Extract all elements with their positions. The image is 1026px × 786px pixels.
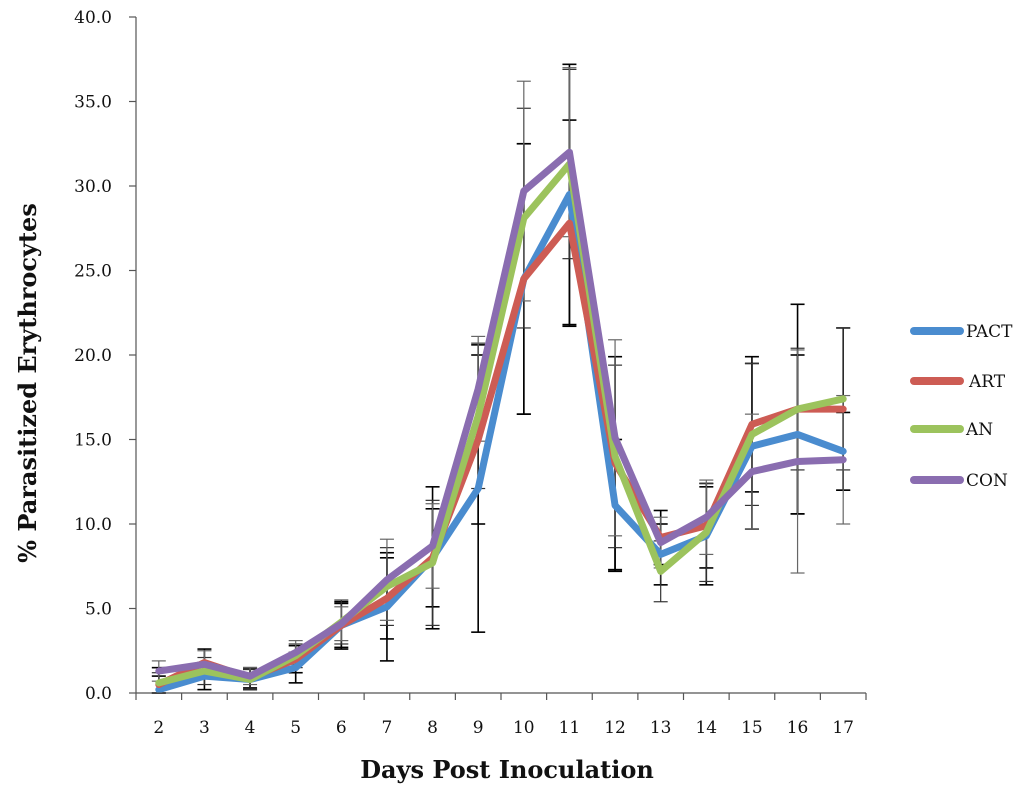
legend-label-art: ART — [968, 372, 1006, 392]
x-tick-label: 3 — [199, 718, 210, 738]
x-tick-label: 10 — [513, 718, 535, 738]
y-tick-label: 40.0 — [74, 8, 112, 28]
x-tick-label: 9 — [473, 718, 484, 738]
x-tick-label: 11 — [559, 718, 581, 738]
x-tick-label: 15 — [741, 718, 763, 738]
x-tick-label: 6 — [336, 718, 347, 738]
y-tick-label: 15.0 — [74, 431, 112, 451]
y-tick-label: 5.0 — [85, 600, 112, 620]
x-tick-label: 12 — [604, 718, 626, 738]
x-tick-label: 5 — [290, 718, 301, 738]
x-tick-label: 16 — [787, 718, 809, 738]
x-tick-label: 8 — [427, 718, 438, 738]
x-tick-label: 13 — [650, 718, 672, 738]
x-tick-label: 7 — [382, 718, 393, 738]
tick-labels: 0.0 5.0 10.0 15.0 20.0 25.0 30.0 35.0 40.0 2 3 4 5 6 7… — [74, 8, 854, 738]
legend-label-pact: PACT — [966, 322, 1013, 342]
legend-label-an: AN — [965, 420, 993, 440]
y-tick-label: 35.0 — [74, 93, 112, 113]
series-line-an — [155, 160, 847, 687]
axes — [129, 16, 867, 700]
x-tick-label: 17 — [832, 718, 854, 738]
y-axis-title: % Parasitized Erythrocytes — [13, 203, 42, 563]
series-line-con — [155, 148, 847, 680]
y-tick-label: 10.0 — [74, 515, 112, 535]
y-tick-label: 0.0 — [85, 684, 112, 704]
x-tick-label: 4 — [245, 718, 256, 738]
legend: PACT ART AN CON — [910, 322, 1013, 491]
y-tick-label: 25.0 — [74, 262, 112, 282]
x-tick-label: 2 — [153, 718, 164, 738]
x-axis-title: Days Post Inoculation — [360, 755, 654, 784]
series-lines — [155, 148, 847, 694]
y-tick-label: 30.0 — [74, 177, 112, 197]
legend-label-con: CON — [966, 471, 1008, 491]
x-tick-label: 14 — [695, 718, 717, 738]
y-tick-label: 20.0 — [74, 346, 112, 366]
